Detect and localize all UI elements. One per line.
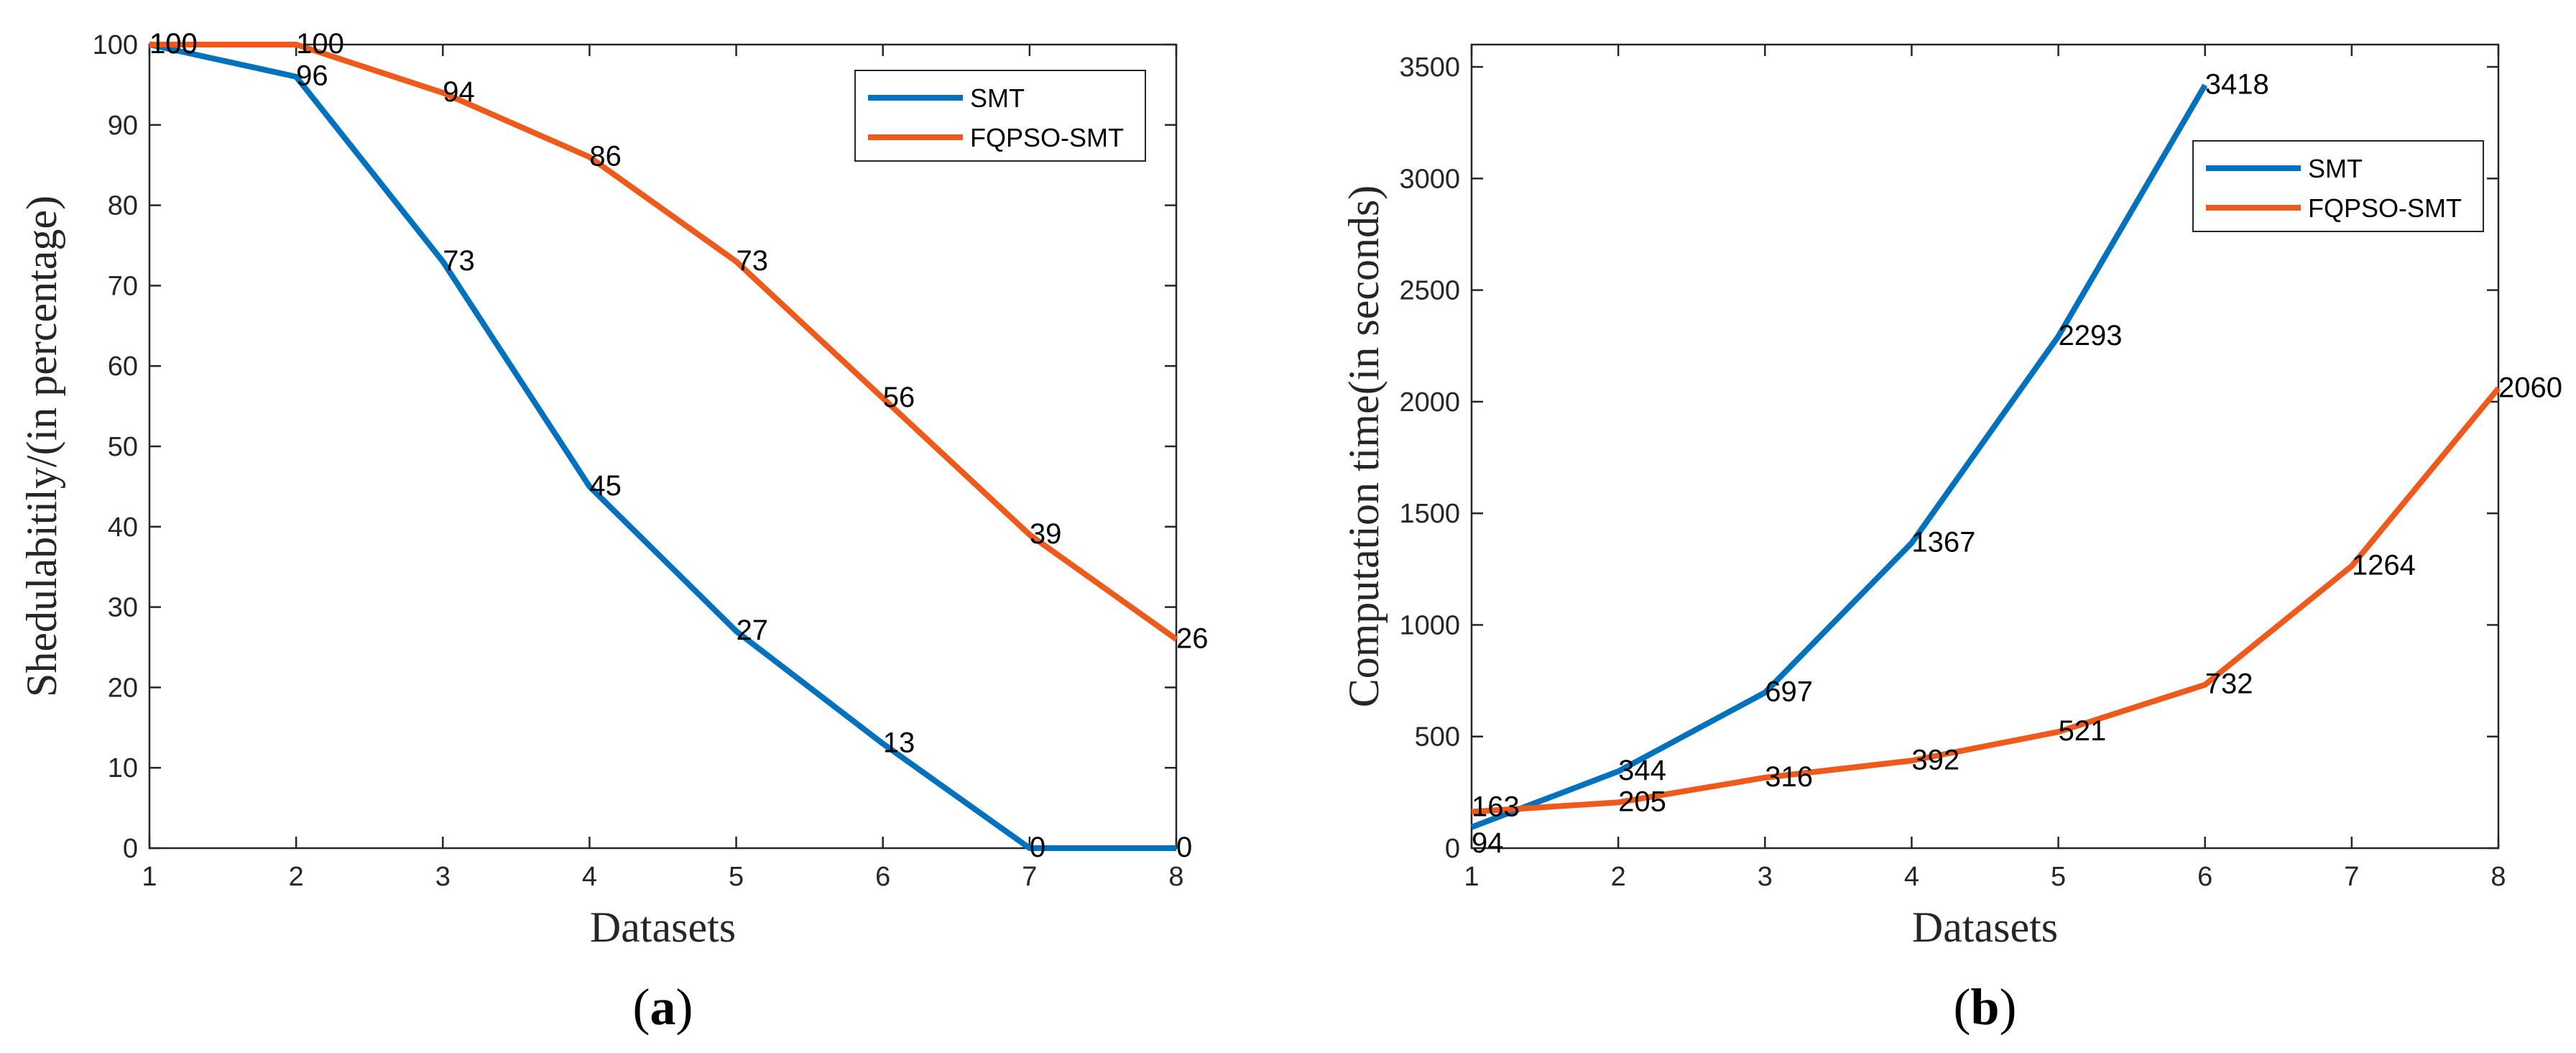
legend-b: SMT FQPSO-SMT: [2192, 140, 2484, 232]
data-label: 45: [589, 470, 622, 502]
data-label: 73: [443, 245, 475, 277]
y-tick-label: 1000: [1399, 610, 1460, 640]
x-tick-label: 1: [1464, 862, 1479, 892]
data-label: 316: [1765, 761, 1813, 793]
data-label: 100: [149, 28, 198, 60]
data-label: 100: [149, 28, 198, 60]
chart-b: 1 2 3 4 5 6 7 8 0 500 1000 1500 2000 2500 3000 3500 94 3…: [1340, 43, 2562, 1036]
x-tick-label: 1: [142, 862, 157, 892]
y-tick-label: 3000: [1399, 164, 1460, 194]
legend-entry-label: FQPSO-SMT: [970, 123, 1124, 152]
legend-box: [854, 70, 1146, 162]
x-tick-label: 5: [2051, 862, 2066, 892]
data-label: 56: [883, 382, 915, 413]
panel-label-a: (a): [633, 978, 693, 1036]
series-lines-b: [1470, 83, 2501, 830]
data-label: 94: [443, 76, 475, 108]
y-tick-label: 2000: [1399, 387, 1460, 418]
data-label: 39: [1030, 518, 1062, 550]
panel-label-b: (b): [1953, 978, 2016, 1036]
y-tick-label: 0: [1445, 834, 1460, 864]
y-axis-label-a: Shedulabitily/(in percentage): [18, 196, 65, 697]
data-label: 3418: [2205, 69, 2269, 101]
y-tick-label: 40: [108, 512, 138, 543]
series-line-smt: [1470, 83, 2208, 830]
x-tick-label: 2: [1611, 862, 1626, 892]
data-label: 27: [737, 615, 769, 646]
y-tick-label: 80: [108, 191, 138, 221]
data-label: 2060: [2498, 372, 2562, 403]
data-label: 100: [296, 28, 344, 60]
x-tick-label: 6: [2197, 862, 2212, 892]
data-labels-b: 94 344 697 1367 2293 3418 163 205 316 392 521 732 12…: [1472, 69, 2562, 859]
x-tick-label: 8: [1168, 862, 1183, 892]
series-line-smt: [149, 42, 1176, 851]
data-label: 13: [883, 727, 915, 759]
data-label: 86: [589, 141, 622, 173]
y-tick-label: 3500: [1399, 52, 1460, 83]
data-label: 96: [296, 60, 328, 92]
series-lines-a: [149, 42, 1178, 851]
y-tick-label: 10: [108, 753, 138, 783]
plot-area-b: [1470, 43, 2500, 850]
data-label: 732: [2205, 668, 2253, 700]
y-tick-label: 30: [108, 593, 138, 623]
data-label: 521: [2059, 715, 2107, 747]
data-label: 1367: [1911, 526, 1975, 558]
y-tick-label: 100: [93, 30, 138, 60]
data-label: 73: [737, 245, 769, 277]
x-tick-label: 7: [2344, 862, 2359, 892]
x-tick-label: 4: [1904, 862, 1919, 892]
x-axis-label-b: Datasets: [1912, 903, 2058, 951]
data-label: 205: [1618, 786, 1666, 817]
data-label: 1264: [2352, 549, 2416, 581]
legend-entry-label: FQPSO-SMT: [2308, 193, 2462, 223]
data-label: 2293: [2059, 320, 2123, 351]
legend-a: SMT FQPSO-SMT: [854, 70, 1146, 162]
data-label: 392: [1911, 744, 1959, 776]
data-label: 163: [1472, 791, 1520, 822]
data-label: 697: [1765, 676, 1813, 708]
x-tick-label: 3: [1758, 862, 1773, 892]
legend-box: [2192, 140, 2484, 232]
data-label: 94: [1472, 827, 1504, 859]
x-axis-label-a: Datasets: [590, 903, 736, 951]
y-tick-label: 60: [108, 351, 138, 382]
y-tick-label: 90: [108, 111, 138, 141]
data-label: 0: [1030, 832, 1045, 863]
data-label: 0: [1176, 832, 1192, 863]
plot-area-a: [148, 43, 1178, 850]
x-tick-label: 4: [582, 862, 597, 892]
x-tick-label: 7: [1022, 862, 1037, 892]
legend-entry-label: SMT: [970, 83, 1025, 113]
data-label: 26: [1176, 622, 1209, 654]
y-tick-label: 0: [123, 834, 138, 864]
series-line-fqpso-smt: [149, 42, 1178, 642]
y-axis-label-b: Computation time(in seconds): [1340, 185, 1388, 708]
x-tick-label: 6: [875, 862, 890, 892]
x-tick-label: 3: [435, 862, 451, 892]
data-label: 344: [1618, 755, 1666, 786]
x-tick-label: 5: [729, 862, 744, 892]
y-tick-label: 500: [1415, 722, 1460, 753]
legend-entry-label: SMT: [2308, 154, 2363, 183]
x-tick-label: 8: [2490, 862, 2506, 892]
axes-b: 1 2 3 4 5 6 7 8 0 500 1000 1500 2000 2500 3000 3500: [1399, 45, 2506, 892]
y-tick-label: 20: [108, 673, 138, 703]
y-tick-label: 50: [108, 432, 138, 462]
y-tick-label: 70: [108, 271, 138, 301]
y-tick-label: 1500: [1399, 499, 1460, 529]
y-tick-label: 2500: [1399, 276, 1460, 306]
x-tick-label: 2: [289, 862, 304, 892]
series-line-fqpso-smt: [1471, 386, 2501, 815]
